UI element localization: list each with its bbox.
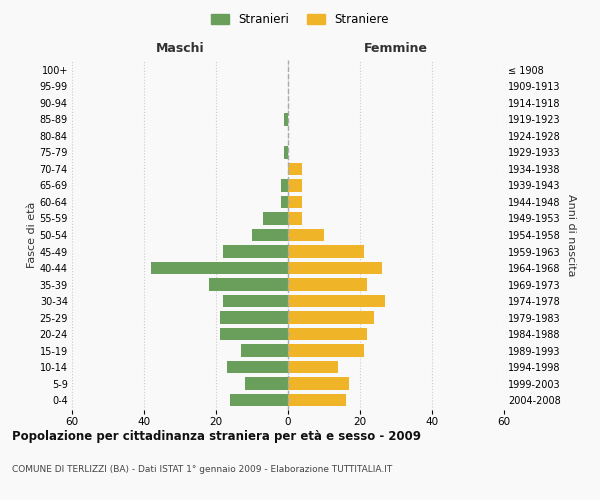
Bar <box>288 246 364 258</box>
Bar <box>209 278 288 290</box>
Bar <box>288 278 367 290</box>
Bar <box>151 262 288 274</box>
Bar <box>288 344 364 357</box>
Bar <box>288 328 367 340</box>
Bar <box>241 344 288 357</box>
Bar <box>288 262 382 274</box>
Bar <box>284 146 288 158</box>
Text: Maschi: Maschi <box>155 42 205 55</box>
Bar <box>288 295 385 307</box>
Bar <box>288 394 346 406</box>
Text: Popolazione per cittadinanza straniera per età e sesso - 2009: Popolazione per cittadinanza straniera p… <box>12 430 421 443</box>
Y-axis label: Anni di nascita: Anni di nascita <box>566 194 577 276</box>
Bar <box>288 180 302 192</box>
Bar <box>288 163 302 175</box>
Text: COMUNE DI TERLIZZI (BA) - Dati ISTAT 1° gennaio 2009 - Elaborazione TUTTITALIA.I: COMUNE DI TERLIZZI (BA) - Dati ISTAT 1° … <box>12 465 392 474</box>
Text: Femmine: Femmine <box>364 42 428 55</box>
Bar <box>281 196 288 208</box>
Bar <box>227 361 288 374</box>
Bar <box>223 295 288 307</box>
Bar <box>245 378 288 390</box>
Bar <box>252 229 288 241</box>
Bar <box>288 196 302 208</box>
Bar <box>288 229 324 241</box>
Bar <box>263 212 288 224</box>
Bar <box>284 113 288 126</box>
Bar <box>288 212 302 224</box>
Y-axis label: Fasce di età: Fasce di età <box>26 202 37 268</box>
Bar <box>288 312 374 324</box>
Bar <box>288 361 338 374</box>
Bar <box>288 378 349 390</box>
Bar <box>223 246 288 258</box>
Bar <box>230 394 288 406</box>
Legend: Stranieri, Straniere: Stranieri, Straniere <box>206 8 394 31</box>
Bar <box>220 328 288 340</box>
Bar <box>220 312 288 324</box>
Bar <box>281 180 288 192</box>
